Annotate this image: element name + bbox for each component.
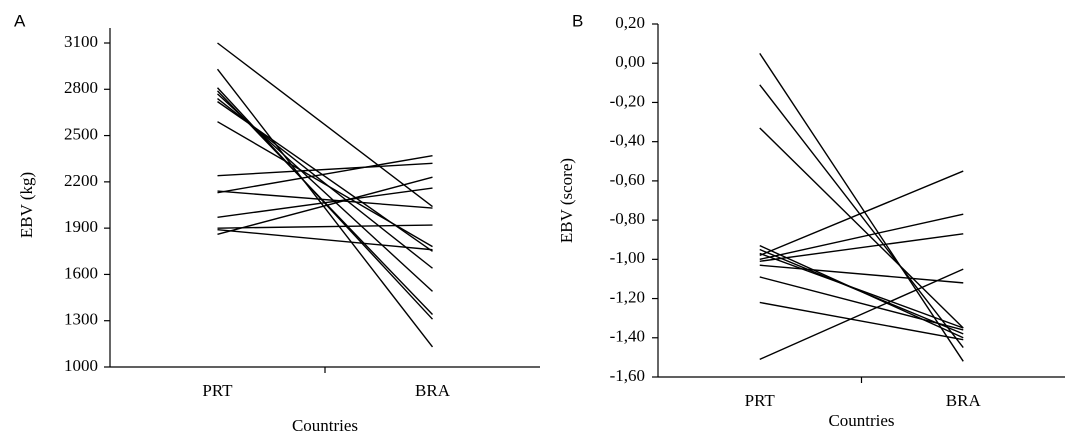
y-tick-label: -0,40 xyxy=(610,131,645,150)
series-line xyxy=(759,264,964,284)
x-tick-label: BRA xyxy=(415,381,451,400)
y-tick-label: 1600 xyxy=(64,263,98,282)
series-line xyxy=(217,176,433,235)
x-tick-label: BRA xyxy=(946,391,982,410)
y-tick-label: -1,40 xyxy=(610,327,645,346)
series-line xyxy=(759,84,964,349)
series-line xyxy=(759,268,964,360)
y-tick-label: -1,00 xyxy=(610,248,645,267)
series-line xyxy=(217,162,433,177)
series-line xyxy=(759,53,964,362)
y-tick-label: 2500 xyxy=(64,124,98,143)
y-tick-label: -1,60 xyxy=(610,366,645,385)
x-tick-label: PRT xyxy=(202,381,233,400)
panel-label: A xyxy=(14,11,26,30)
y-axis-label: EBV (kg) xyxy=(17,172,36,238)
y-tick-label: -0,80 xyxy=(610,209,645,228)
series-line xyxy=(759,233,964,262)
series-line xyxy=(759,170,964,257)
y-tick-label: -0,60 xyxy=(610,170,645,189)
series-line xyxy=(216,68,434,348)
y-tick-label: 2800 xyxy=(64,78,98,97)
series-line xyxy=(759,301,964,341)
y-tick-label: 2200 xyxy=(64,171,98,190)
y-tick-label: 1000 xyxy=(64,356,98,375)
series-line xyxy=(759,213,964,261)
series-line xyxy=(217,154,433,194)
series-line xyxy=(759,276,964,331)
y-tick-label: 1900 xyxy=(64,217,98,236)
y-tick-label: 1300 xyxy=(64,310,98,329)
y-tick-label: 0,00 xyxy=(615,52,645,71)
y-axis-label: EBV (score) xyxy=(557,158,576,243)
series-line xyxy=(217,224,433,229)
series-line xyxy=(217,187,433,219)
y-tick-label: 0,20 xyxy=(615,13,645,32)
series-line xyxy=(759,127,964,329)
x-axis-label: Countries xyxy=(292,416,358,435)
y-tick-label: -0,20 xyxy=(610,91,645,110)
series-line xyxy=(217,42,433,208)
series-line xyxy=(759,248,964,335)
series-line xyxy=(759,252,964,329)
x-axis-label: Countries xyxy=(828,411,894,430)
series-line xyxy=(217,228,433,251)
x-tick-label: PRT xyxy=(745,391,776,410)
panel-label: B xyxy=(572,11,583,30)
series-line xyxy=(217,190,433,209)
y-tick-label: 3100 xyxy=(64,32,98,51)
y-tick-label: -1,20 xyxy=(610,287,645,306)
